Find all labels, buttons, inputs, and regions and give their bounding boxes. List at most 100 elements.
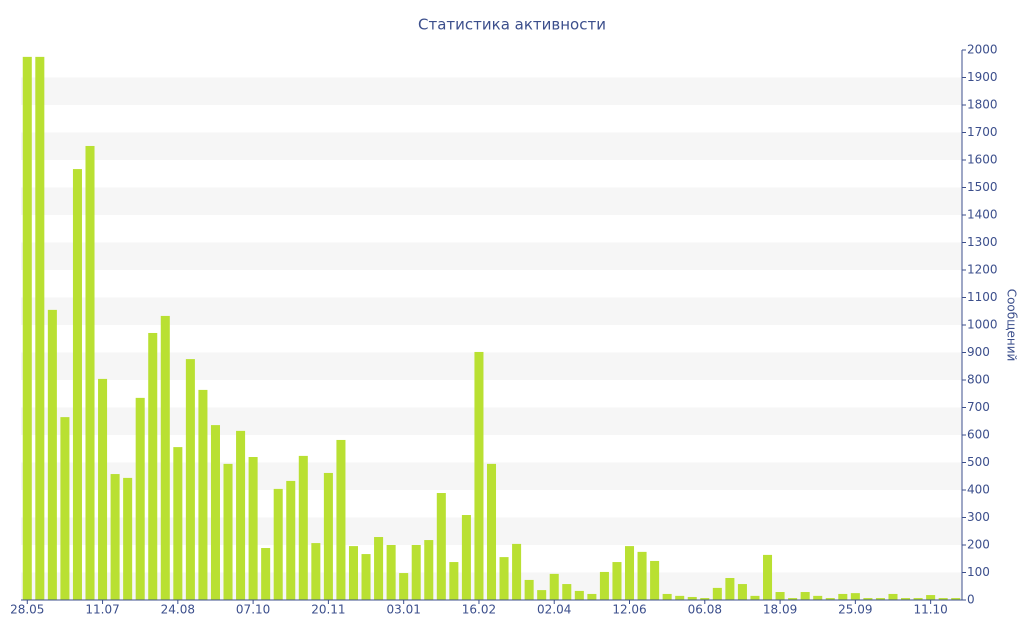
y-tick-label: 1200	[967, 263, 998, 277]
bar	[474, 351, 484, 600]
bar	[725, 578, 735, 600]
grid-band	[21, 352, 962, 380]
bar	[763, 554, 773, 600]
bar	[173, 447, 183, 600]
bar	[399, 573, 409, 600]
y-tick-label: 1900	[967, 70, 998, 84]
bar	[537, 590, 547, 600]
bar	[662, 593, 672, 600]
bar	[273, 488, 283, 600]
bar	[687, 596, 697, 600]
bar	[838, 593, 848, 600]
y-tick-label: 600	[967, 428, 990, 442]
bar	[951, 598, 961, 600]
x-tick-label: 12.06	[612, 603, 646, 617]
bar	[223, 463, 233, 600]
x-tick-label: 11.07	[85, 603, 119, 617]
bar	[47, 309, 57, 600]
bar	[875, 598, 885, 600]
bar	[901, 598, 911, 600]
bar	[637, 551, 647, 600]
bar	[737, 584, 747, 600]
x-tick-label: 18.09	[763, 603, 797, 617]
bar	[386, 545, 396, 600]
y-tick-label: 1000	[967, 318, 998, 332]
bar	[185, 359, 195, 600]
y-tick-label: 200	[967, 538, 990, 552]
y-tick-label: 100	[967, 565, 990, 579]
y-tick-label: 1400	[967, 208, 998, 222]
bar	[549, 573, 559, 600]
y-tick-label: 1500	[967, 180, 998, 194]
bar	[624, 546, 635, 600]
bar	[110, 474, 120, 600]
y-tick-label: 800	[967, 373, 990, 387]
bar	[800, 592, 810, 600]
bar	[198, 389, 208, 600]
bar	[449, 562, 459, 600]
y-tick-label: 0	[967, 593, 975, 607]
y-axis-label: Сообщений	[1005, 289, 1019, 362]
bar	[825, 598, 835, 600]
bar	[336, 439, 346, 600]
y-tick-label: 2000	[967, 43, 998, 57]
y-tick-label: 1100	[967, 290, 998, 304]
bar	[650, 560, 660, 600]
bar	[424, 540, 434, 600]
y-tick-label: 1700	[967, 125, 998, 139]
bar	[775, 592, 785, 600]
y-tick-label: 1600	[967, 153, 998, 167]
grid-band	[21, 297, 962, 325]
bar	[486, 463, 497, 600]
y-tick-label: 900	[967, 345, 990, 359]
bar	[888, 593, 898, 600]
bar	[286, 480, 296, 600]
bar	[35, 56, 45, 600]
bar	[512, 543, 522, 600]
bar	[248, 457, 258, 600]
y-tick-label: 1800	[967, 98, 998, 112]
x-tick-label: 24.08	[161, 603, 195, 617]
bar	[85, 145, 95, 600]
x-tick-label: 25.09	[838, 603, 872, 617]
bar	[562, 584, 572, 600]
bar	[160, 315, 170, 600]
grid-band	[21, 242, 962, 270]
bar	[323, 472, 333, 600]
bar	[361, 554, 371, 600]
bar	[612, 562, 622, 600]
x-tick-label: 03.01	[386, 603, 420, 617]
bar	[599, 571, 609, 600]
chart-title: Статистика активности	[418, 16, 606, 34]
x-tick-label: 11.10	[913, 603, 947, 617]
bar	[22, 56, 32, 600]
bar	[863, 598, 873, 600]
bar	[675, 595, 685, 600]
bar	[587, 593, 597, 600]
bar	[938, 598, 948, 600]
bar	[850, 593, 860, 600]
y-tick-label: 1300	[967, 235, 998, 249]
y-tick-label: 500	[967, 455, 990, 469]
bar	[700, 598, 710, 600]
y-tick-label: 700	[967, 400, 990, 414]
bar	[148, 332, 158, 600]
bar	[524, 579, 534, 600]
bar	[348, 546, 359, 600]
grid-band	[21, 77, 962, 105]
bar	[210, 425, 220, 600]
bar	[374, 537, 384, 600]
bar	[123, 477, 133, 600]
x-tick-label: 07.10	[236, 603, 270, 617]
bar	[60, 417, 70, 600]
bar	[461, 515, 471, 600]
grid-band	[21, 407, 962, 435]
y-tick-label: 400	[967, 483, 990, 497]
grid-band	[21, 132, 962, 160]
x-tick-label: 06.08	[688, 603, 722, 617]
bar	[261, 548, 271, 600]
bar	[98, 378, 108, 600]
x-tick-label: 16.02	[462, 603, 496, 617]
bar	[913, 598, 923, 600]
